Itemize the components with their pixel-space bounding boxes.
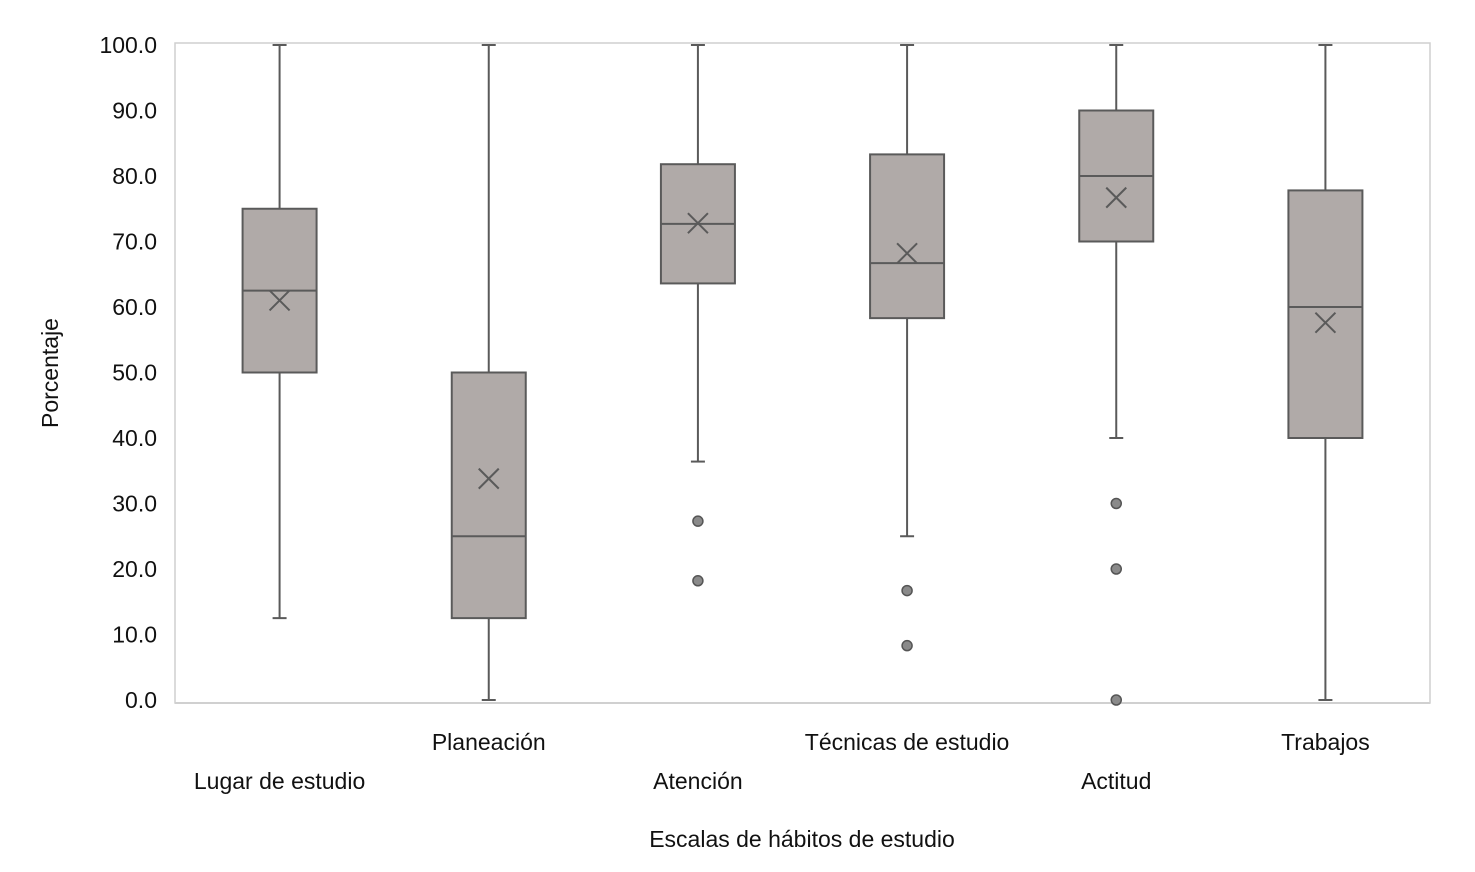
iqr-box [1287,189,1364,439]
y-tick-label: 90.0 [112,98,157,124]
y-tick-label: 70.0 [112,229,157,255]
category-label: Técnicas de estudio [805,729,1010,755]
iqr-box [450,371,527,620]
y-tick-label: 100.0 [99,32,157,58]
outlier-point [901,584,913,597]
x-axis-title: Escalas de hábitos de estudio [649,826,955,852]
iqr-box [869,153,946,320]
box-5 [1287,44,1364,701]
box-series [241,44,1364,706]
box-3 [869,44,946,652]
category-labels: Lugar de estudio Planeación Atención Técnic… [194,729,1370,794]
mean-marker [896,242,918,264]
category-label: Planeación [432,729,546,755]
category-label: Lugar de estudio [194,768,365,794]
y-tick-label: 20.0 [112,556,157,582]
outlier-point [1110,497,1122,510]
outlier-point [692,515,704,527]
y-tick-label: 60.0 [112,294,157,320]
mean-marker [478,467,500,490]
category-label: Actitud [1081,768,1151,794]
outlier-point [692,575,704,587]
y-tick-label: 50.0 [112,360,157,386]
y-axis-title: Porcentaje [37,318,63,428]
y-tick-label: 30.0 [112,491,157,517]
outlier-point [901,639,913,652]
outlier-point [1110,694,1122,706]
mean-marker [1314,312,1337,334]
box-2 [659,44,736,587]
box-0 [241,44,318,620]
y-tick-label: 10.0 [112,622,157,648]
y-tick-label: 40.0 [112,425,157,451]
mean-marker [1105,186,1127,209]
outlier-point [1110,563,1122,575]
category-label: Atención [653,768,743,794]
mean-marker [687,212,709,234]
category-label: Trabajos [1281,729,1370,755]
box-4 [1078,44,1155,706]
box-1 [450,44,527,701]
mean-marker [268,289,291,312]
y-tick-label: 0.0 [125,687,157,713]
y-tick-label: 80.0 [112,163,157,189]
y-axis-tick-labels: 0.0 10.0 20.0 30.0 40.0 50.0 60.0 70.0 80.0 90.0 1… [99,32,157,713]
